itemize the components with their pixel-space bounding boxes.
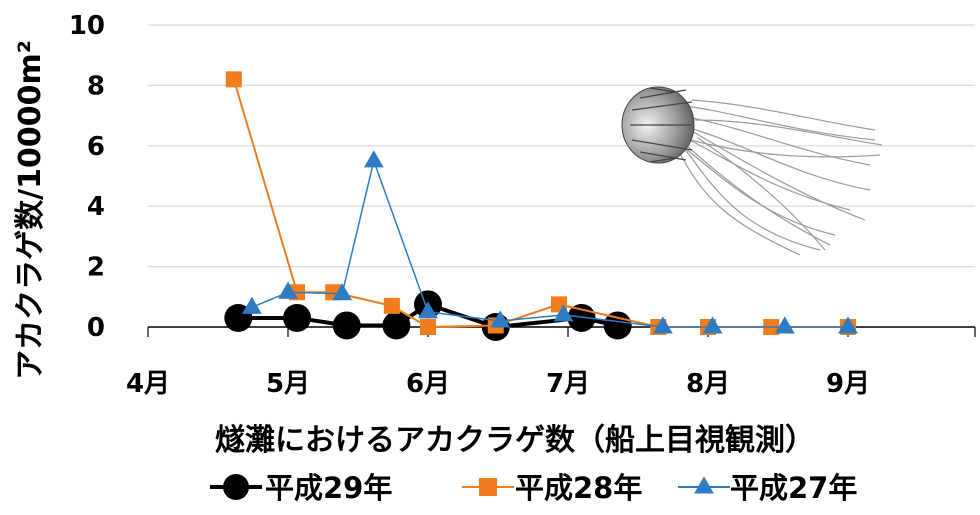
x-tick-label: 5月 xyxy=(266,369,310,399)
x-tick-label: 9月 xyxy=(826,369,870,399)
x-tick-label: 4月 xyxy=(126,369,170,399)
jellyfish-illustration xyxy=(621,86,883,256)
x-tick-label: 8月 xyxy=(686,369,730,399)
data-point xyxy=(694,476,714,494)
data-point xyxy=(332,311,361,340)
data-point xyxy=(553,304,574,322)
series-line xyxy=(251,160,848,328)
data-point xyxy=(278,281,298,299)
data-point xyxy=(420,319,436,335)
data-point xyxy=(283,303,312,332)
data-point xyxy=(225,71,242,88)
data-point xyxy=(490,310,511,328)
x-tick-label: 6月 xyxy=(406,369,450,399)
legend-item: 平成27年 xyxy=(678,471,857,505)
x-tick-label: 7月 xyxy=(546,369,590,399)
data-point xyxy=(241,296,262,314)
y-axis-label: アカクラゲ数/10000m² xyxy=(13,40,48,380)
data-point xyxy=(382,311,411,340)
series-3 xyxy=(241,150,858,334)
data-point xyxy=(363,150,384,168)
data-point xyxy=(774,316,795,334)
y-tick-label: 6 xyxy=(87,132,105,162)
y-tick-label: 4 xyxy=(87,192,105,222)
data-point xyxy=(418,301,438,319)
legend-label: 平成27年 xyxy=(730,471,857,505)
data-point xyxy=(332,283,353,301)
y-tick-label: 10 xyxy=(69,11,105,41)
data-point xyxy=(702,316,723,334)
y-tick-label: 2 xyxy=(87,253,105,283)
data-point xyxy=(479,478,497,496)
legend: 平成29年 平成28年 平成27年 xyxy=(210,471,857,505)
legend-item: 平成28年 xyxy=(462,471,642,505)
y-tick-label: 0 xyxy=(87,313,105,343)
data-point xyxy=(652,316,673,334)
series-1 xyxy=(224,290,632,341)
legend-label: 平成28年 xyxy=(515,471,642,505)
data-point xyxy=(223,474,249,500)
series-2 xyxy=(225,71,856,335)
data-point xyxy=(838,316,858,334)
legend-item: 平成29年 xyxy=(210,471,392,505)
series xyxy=(224,71,858,341)
data-point xyxy=(383,297,400,314)
gridlines xyxy=(148,24,975,268)
x-axis-label: 燧灘におけるアカクラゲ数（船上目視観測） xyxy=(215,423,815,458)
legend-label: 平成29年 xyxy=(265,471,392,505)
y-tick-label: 8 xyxy=(87,71,105,101)
